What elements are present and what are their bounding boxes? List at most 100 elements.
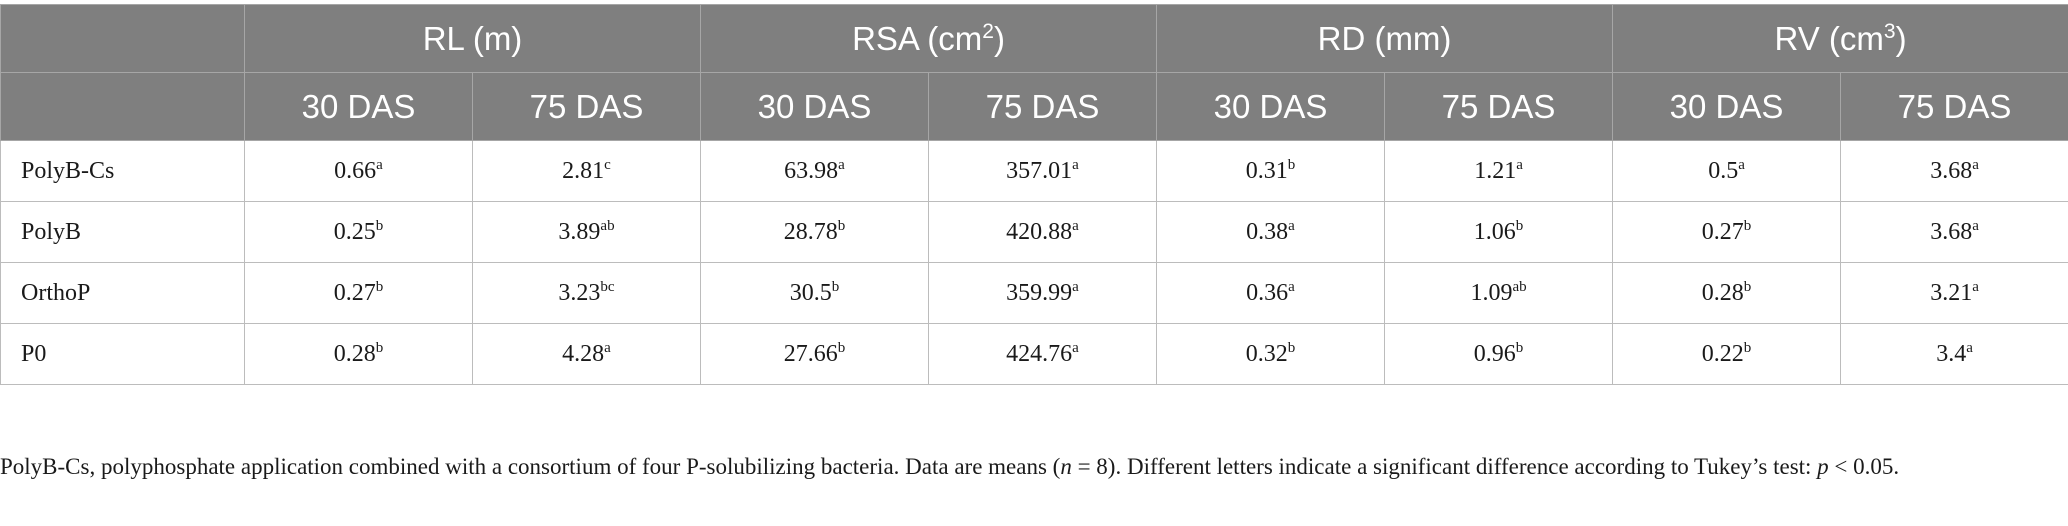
- cell-significance-letter: b: [1287, 156, 1296, 173]
- table-cell: 1.06b: [1384, 201, 1614, 263]
- table-footnote: PolyB-Cs, polyphosphate application comb…: [0, 450, 2040, 483]
- cell-significance-letter: bc: [600, 278, 615, 295]
- cell-value: 4.28: [562, 340, 605, 367]
- footnote-p-symbol: p: [1817, 454, 1829, 479]
- header-group-row: RL (m) RSA (cm2) RD (mm) RV (cm3): [0, 4, 2068, 73]
- cell-significance-letter: b: [1743, 339, 1752, 356]
- cell-value: 30.5: [789, 279, 832, 306]
- table-cell: 2.81c: [471, 140, 702, 202]
- cell-value: 0.96: [1473, 340, 1516, 367]
- results-table-container: RL (m) RSA (cm2) RD (mm) RV (cm3) 30 DAS…: [0, 4, 2068, 385]
- cell-significance-letter: ab: [1512, 278, 1527, 295]
- header-sub-cell: 75 DAS: [471, 72, 702, 141]
- cell-value: 424.76: [1006, 340, 1073, 367]
- cell-value: 0.31: [1245, 157, 1288, 184]
- header-group-label: RV (cm: [1774, 19, 1884, 57]
- cell-significance-letter: a: [1738, 156, 1745, 173]
- cell-significance-letter: b: [1743, 278, 1752, 295]
- header-sub-cell: 75 DAS: [1384, 72, 1614, 141]
- table-cell: 357.01a: [928, 140, 1158, 202]
- footnote-text-1: PolyB-Cs, polyphosphate application comb…: [0, 454, 1061, 479]
- cell-value: 359.99: [1006, 279, 1073, 306]
- cell-significance-letter: ab: [600, 217, 615, 234]
- cell-value: 27.66: [783, 340, 838, 367]
- header-group-suffix: ): [1895, 19, 1907, 57]
- table-cell: 63.98a: [700, 140, 930, 202]
- table-cell: 0.27b: [1612, 201, 1842, 263]
- table-cell: 0.28b: [244, 323, 473, 385]
- table-body: PolyB-Cs 0.66a 2.81c 63.98a 357.01a 0.31b 1.21…: [0, 140, 2068, 385]
- cell-significance-letter: b: [375, 278, 384, 295]
- table-cell: 359.99a: [928, 262, 1158, 324]
- cell-value: 0.28: [1701, 279, 1744, 306]
- table-cell: 3.68a: [1840, 201, 2068, 263]
- header-group-label: RSA (cm: [852, 19, 983, 57]
- header-corner-cell: [0, 4, 245, 73]
- cell-significance-letter: a: [1516, 156, 1523, 173]
- cell-significance-letter: b: [1743, 217, 1752, 234]
- cell-significance-letter: b: [837, 217, 846, 234]
- header-group-sup: 2: [982, 19, 994, 43]
- table-cell: 3.68a: [1840, 140, 2068, 202]
- cell-significance-letter: a: [1288, 217, 1295, 234]
- table-cell: 4.28a: [471, 323, 702, 385]
- header-sub-cell: 75 DAS: [1840, 72, 2068, 141]
- header-group-suffix: ): [993, 19, 1005, 57]
- table-cell: 0.36a: [1156, 262, 1386, 324]
- cell-significance-letter: a: [1072, 278, 1079, 295]
- cell-value: 1.09: [1470, 279, 1513, 306]
- table-cell: 28.78b: [700, 201, 930, 263]
- header-group-label: RL (m): [422, 19, 523, 57]
- cell-significance-letter: b: [375, 339, 384, 356]
- cell-value: 3.89: [558, 218, 601, 245]
- header-group-rd: RD (mm): [1156, 4, 1614, 73]
- table-cell: 3.89ab: [471, 201, 702, 263]
- cell-significance-letter: b: [831, 278, 840, 295]
- table-cell: 420.88a: [928, 201, 1158, 263]
- cell-value: 0.27: [1701, 218, 1744, 245]
- cell-significance-letter: a: [838, 156, 845, 173]
- cell-value: 0.5: [1708, 157, 1739, 184]
- cell-value: 1.06: [1473, 218, 1516, 245]
- header-sub-cell: 30 DAS: [700, 72, 930, 141]
- footnote-text-2: = 8). Different letters indicate a signi…: [1071, 454, 1818, 479]
- table-cell: 3.4a: [1840, 323, 2068, 385]
- cell-significance-letter: a: [1966, 339, 1973, 356]
- header-sub-cell: 30 DAS: [244, 72, 473, 141]
- cell-value: 28.78: [783, 218, 838, 245]
- cell-value: 3.68: [1930, 157, 1973, 184]
- cell-value: 0.32: [1245, 340, 1288, 367]
- table-row: PolyB 0.25b 3.89ab 28.78b 420.88a 0.38a 1.06b 0…: [0, 201, 2068, 263]
- cell-value: 0.25: [333, 218, 376, 245]
- cell-value: 1.21: [1474, 157, 1517, 184]
- header-group-rl: RL (m): [243, 4, 702, 73]
- cell-value: 3.68: [1930, 218, 1973, 245]
- cell-value: 63.98: [784, 157, 839, 184]
- row-label: PolyB-Cs: [0, 140, 245, 202]
- header-sub-cell: 75 DAS: [928, 72, 1158, 141]
- header-sub-cell: 30 DAS: [1612, 72, 1842, 141]
- cell-value: 0.38: [1246, 218, 1289, 245]
- header-sub-cell: 30 DAS: [1156, 72, 1386, 141]
- footnote-n-symbol: n: [1060, 454, 1072, 479]
- cell-value: 357.01: [1006, 157, 1073, 184]
- table-header: RL (m) RSA (cm2) RD (mm) RV (cm3) 30 DAS…: [0, 4, 2068, 141]
- cell-significance-letter: a: [1972, 156, 1979, 173]
- table-row: OrthoP 0.27b 3.23bc 30.5b 359.99a 0.36a 1.09ab…: [0, 262, 2068, 324]
- table-cell: 30.5b: [700, 262, 930, 324]
- table-cell: 0.25b: [244, 201, 473, 263]
- row-label: P0: [0, 323, 245, 385]
- cell-significance-letter: a: [604, 339, 611, 356]
- table-cell: 3.23bc: [471, 262, 702, 324]
- header-group-label: RD (mm): [1317, 19, 1452, 57]
- header-group-rv: RV (cm3): [1612, 4, 2068, 73]
- cell-significance-letter: a: [1072, 156, 1079, 173]
- table-cell: 1.09ab: [1384, 262, 1614, 324]
- root-traits-table: RL (m) RSA (cm2) RD (mm) RV (cm3) 30 DAS…: [0, 4, 2068, 385]
- cell-significance-letter: b: [1515, 217, 1524, 234]
- cell-value: 2.81: [562, 157, 605, 184]
- cell-value: 420.88: [1006, 218, 1073, 245]
- cell-significance-letter: b: [375, 217, 384, 234]
- cell-value: 0.66: [334, 157, 377, 184]
- footnote-text-3: < 0.05.: [1828, 454, 1900, 479]
